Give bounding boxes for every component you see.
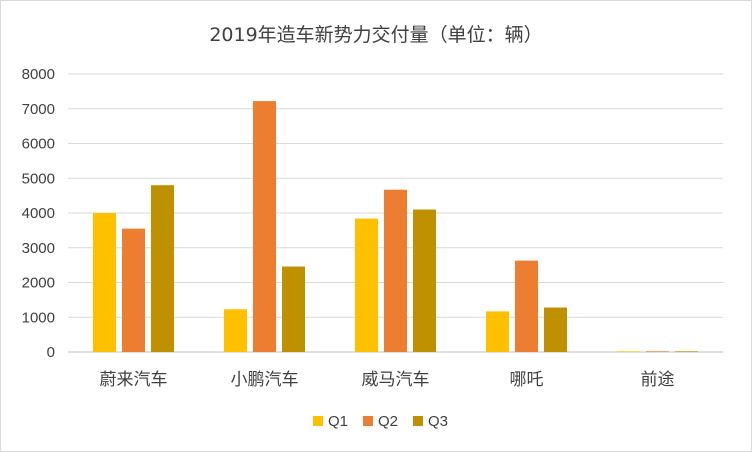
bar-q1-4 (617, 351, 640, 352)
y-tick-label: 0 (47, 344, 55, 361)
bar-q3-2 (413, 209, 436, 352)
y-tick-label: 1000 (22, 309, 55, 326)
bar-q2-3 (515, 260, 538, 352)
bars (93, 101, 698, 352)
category-label: 哪吒 (510, 370, 544, 390)
y-tick-label: 4000 (22, 205, 55, 222)
bar-q3-3 (544, 307, 567, 352)
bar-q2-0 (122, 228, 145, 352)
bar-q1-2 (355, 218, 378, 352)
legend-swatch-q1 (313, 416, 323, 426)
y-tick-label: 6000 (22, 136, 55, 153)
legend-label-q1: Q1 (328, 413, 348, 430)
y-tick-label: 5000 (22, 170, 55, 187)
legend: Q1 Q2 Q3 (313, 413, 448, 430)
category-label: 前途 (641, 370, 675, 390)
x-axis-categories: 蔚来汽车 小鹏汽车 威马汽车 哪吒 前途 (100, 370, 675, 390)
category-label: 小鹏汽车 (231, 370, 299, 390)
bar-q3-0 (151, 185, 174, 352)
legend-swatch-q2 (363, 416, 373, 426)
y-tick-label: 2000 (22, 275, 55, 292)
category-label: 蔚来汽车 (100, 370, 168, 390)
category-label: 威马汽车 (362, 370, 430, 390)
legend-label-q2: Q2 (378, 413, 398, 430)
bar-q2-1 (253, 101, 276, 352)
y-axis-ticks: 0 1000 2000 3000 4000 5000 6000 7000 8000 (22, 66, 55, 361)
bar-q2-2 (384, 189, 407, 352)
legend-swatch-q3 (413, 416, 423, 426)
bar-q1-3 (486, 311, 509, 352)
legend-label-q3: Q3 (428, 413, 448, 430)
bar-q3-1 (282, 266, 305, 352)
bar-q1-0 (93, 213, 116, 352)
y-tick-label: 3000 (22, 240, 55, 257)
bar-q3-4 (675, 351, 698, 352)
y-tick-label: 8000 (22, 66, 55, 83)
chart-title: 2019年造车新势力交付量（单位：辆） (209, 24, 542, 46)
bar-q1-1 (224, 309, 247, 352)
y-tick-label: 7000 (22, 101, 55, 118)
bar-q2-4 (646, 351, 669, 352)
